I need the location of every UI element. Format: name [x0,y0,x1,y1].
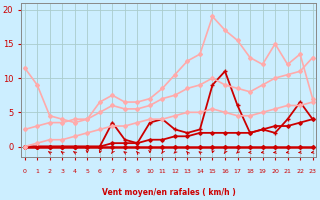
X-axis label: Vent moyen/en rafales ( km/h ): Vent moyen/en rafales ( km/h ) [102,188,236,197]
